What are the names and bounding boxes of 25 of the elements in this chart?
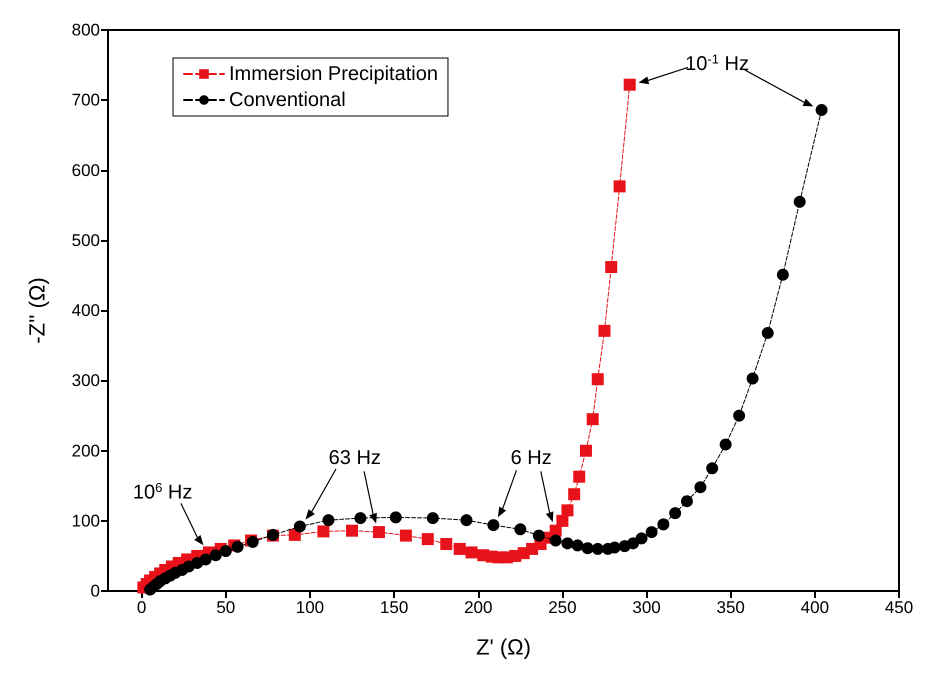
x-tick-label: 150 (380, 598, 408, 617)
x-tick-label: 0 (136, 598, 146, 617)
y-tick-label: 800 (72, 20, 100, 40)
y-tick-label: 700 (72, 90, 100, 110)
y-axis-title: -Z'' (Ω) (24, 277, 50, 344)
x-tick-label: 300 (632, 598, 661, 617)
x-tick-label: 350 (716, 598, 745, 617)
x-axis-title: Z' (Ω) (476, 634, 531, 660)
x-tick-label: 400 (800, 598, 830, 617)
x-tick-label: 250 (548, 598, 577, 617)
legend-label: Immersion Precipitation (229, 63, 438, 85)
x-tick-label: 200 (464, 598, 492, 617)
annotation: 6 Hz (510, 447, 552, 470)
y-tick-label: 200 (72, 441, 100, 460)
annotation: 63 Hz (328, 447, 381, 470)
y-tick-label: 400 (72, 301, 100, 320)
legend-label: Conventional (229, 89, 346, 111)
y-tick-label: 100 (72, 511, 100, 530)
x-tick-label: 50 (216, 598, 236, 617)
y-tick-label: 500 (72, 230, 100, 250)
y-tick-label: 0 (90, 582, 100, 600)
x-tick-label: 100 (296, 598, 324, 617)
y-tick-label: 600 (72, 160, 100, 180)
x-tick-label: 450 (884, 598, 914, 617)
y-tick-label: 300 (72, 371, 100, 390)
